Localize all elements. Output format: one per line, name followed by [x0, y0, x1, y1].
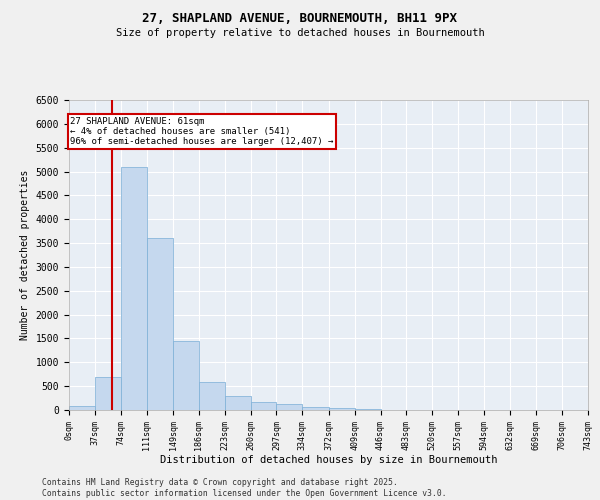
- Text: 27, SHAPLAND AVENUE, BOURNEMOUTH, BH11 9PX: 27, SHAPLAND AVENUE, BOURNEMOUTH, BH11 9…: [143, 12, 458, 26]
- Bar: [173, 341, 199, 410]
- Bar: [146, 238, 173, 410]
- Bar: [69, 406, 95, 410]
- Text: Contains HM Land Registry data © Crown copyright and database right 2025.
Contai: Contains HM Land Registry data © Crown c…: [42, 478, 446, 498]
- Bar: [302, 406, 329, 410]
- Bar: [121, 167, 146, 410]
- Bar: [251, 402, 277, 410]
- Bar: [95, 376, 121, 410]
- Text: Size of property relative to detached houses in Bournemouth: Size of property relative to detached ho…: [116, 28, 484, 38]
- X-axis label: Distribution of detached houses by size in Bournemouth: Distribution of detached houses by size …: [160, 456, 497, 466]
- Bar: [329, 408, 355, 410]
- Bar: [277, 404, 302, 410]
- Bar: [225, 396, 251, 410]
- Bar: [355, 409, 380, 410]
- Y-axis label: Number of detached properties: Number of detached properties: [20, 170, 30, 340]
- Bar: [199, 382, 225, 410]
- Text: 27 SHAPLAND AVENUE: 61sqm
← 4% of detached houses are smaller (541)
96% of semi-: 27 SHAPLAND AVENUE: 61sqm ← 4% of detach…: [70, 116, 334, 146]
